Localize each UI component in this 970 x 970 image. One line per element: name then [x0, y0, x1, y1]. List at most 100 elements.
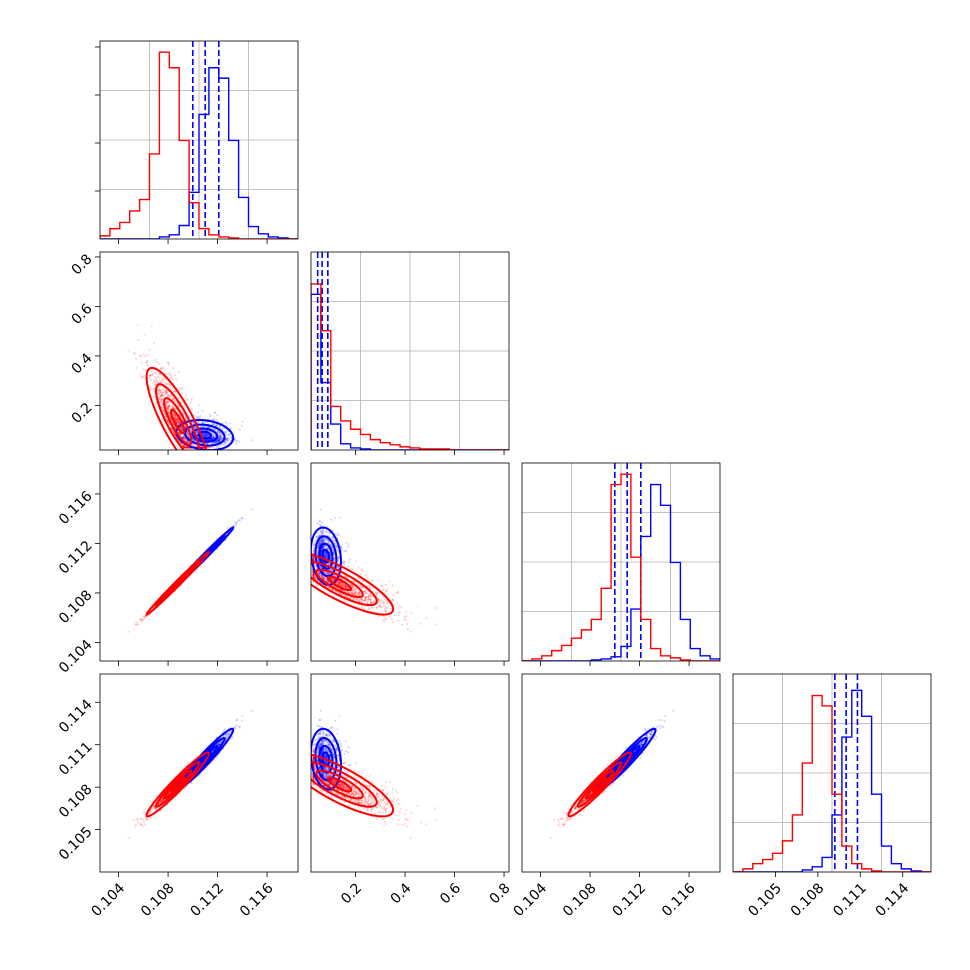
scatter-point [159, 403, 162, 406]
scatter-point [161, 388, 164, 391]
scatter-point [204, 434, 207, 437]
scatter-point [177, 420, 180, 423]
scatter-point [226, 527, 229, 530]
scatter-point [227, 437, 230, 440]
scatter-point [172, 407, 175, 410]
scatter-point [178, 421, 181, 424]
scatter-point [218, 446, 221, 449]
scatter-point [218, 425, 221, 428]
scatter-point [148, 374, 151, 377]
scatter-point [187, 434, 190, 437]
scatter-point [189, 415, 192, 418]
scatter-point [170, 394, 173, 397]
scatter-point [186, 446, 189, 449]
scatter-point [210, 438, 213, 441]
scatter-point [145, 361, 148, 364]
scatter-point [378, 600, 381, 603]
scatter-point [165, 383, 168, 386]
scatter-point [167, 363, 170, 366]
scatter-point [135, 357, 138, 360]
scatter-point [184, 446, 187, 449]
scatter-point [168, 396, 171, 399]
scatter-point [148, 348, 151, 351]
scatter-point [182, 437, 185, 440]
scatter-point [159, 379, 162, 382]
scatter-point [186, 446, 189, 449]
scatter-point [166, 395, 169, 398]
scatter-point [156, 389, 159, 392]
scatter-point [235, 523, 238, 526]
scatter-point [216, 431, 219, 434]
scatter-point [165, 390, 168, 393]
scatter-point [157, 386, 160, 389]
scatter-point [198, 441, 201, 444]
scatter-point [165, 400, 168, 403]
scatter-point [159, 368, 162, 371]
scatter-point [206, 442, 209, 445]
scatter-point [146, 364, 149, 367]
scatter-point [410, 612, 413, 615]
scatter-point [176, 417, 179, 420]
scatter-point [205, 434, 208, 437]
scatter-point [175, 421, 178, 424]
scatter-point [168, 413, 171, 416]
scatter-point [178, 432, 181, 435]
scatter-point [208, 438, 211, 441]
scatter-point [219, 435, 222, 438]
scatter-point [218, 438, 221, 441]
scatter-point [312, 574, 315, 577]
scatter-point [207, 426, 210, 429]
scatter-point [211, 437, 214, 440]
scatter-point [215, 424, 218, 427]
scatter-point [168, 404, 171, 407]
scatter-point [181, 387, 184, 390]
scatter-point [233, 521, 236, 524]
scatter-point [177, 403, 180, 406]
scatter-point [167, 404, 170, 407]
scatter-point [160, 385, 163, 388]
scatter-point [165, 402, 168, 405]
scatter-point [163, 394, 166, 397]
scatter-point [148, 385, 151, 388]
scatter-point [167, 406, 170, 409]
scatter-point [213, 436, 216, 439]
scatter-point [202, 446, 205, 449]
scatter-point [186, 446, 189, 449]
scatter-point [210, 437, 213, 440]
scatter-point [167, 407, 170, 410]
scatter-point [184, 446, 187, 449]
scatter-point [197, 437, 200, 440]
scatter-point [187, 446, 190, 449]
scatter-point [220, 433, 223, 436]
scatter-point [217, 440, 220, 443]
scatter-point [176, 419, 179, 422]
scatter-point [172, 390, 175, 393]
scatter-point [217, 436, 220, 439]
scatter-point [160, 398, 163, 401]
scatter-point [168, 423, 171, 426]
scatter-point [194, 426, 197, 429]
scatter-point [218, 431, 221, 434]
scatter-point [167, 401, 170, 404]
scatter-point [329, 577, 332, 580]
scatter-point [223, 443, 226, 446]
panel-1-1 [310, 251, 510, 455]
scatter-point [186, 440, 189, 443]
scatter-point [167, 393, 170, 396]
scatter-point [159, 395, 162, 398]
scatter-point [127, 349, 130, 352]
scatter-point [251, 508, 254, 511]
scatter-point [208, 446, 211, 449]
scatter-point [184, 445, 187, 448]
scatter-point [228, 433, 231, 436]
scatter-point [215, 440, 218, 443]
scatter-point [198, 403, 201, 406]
scatter-point [218, 437, 221, 440]
scatter-point [186, 441, 189, 444]
scatter-point [168, 383, 171, 386]
scatter-point [213, 412, 216, 415]
scatter-point [184, 446, 187, 449]
scatter-point [154, 380, 157, 383]
scatter-point [215, 418, 218, 421]
scatter-point [167, 405, 170, 408]
